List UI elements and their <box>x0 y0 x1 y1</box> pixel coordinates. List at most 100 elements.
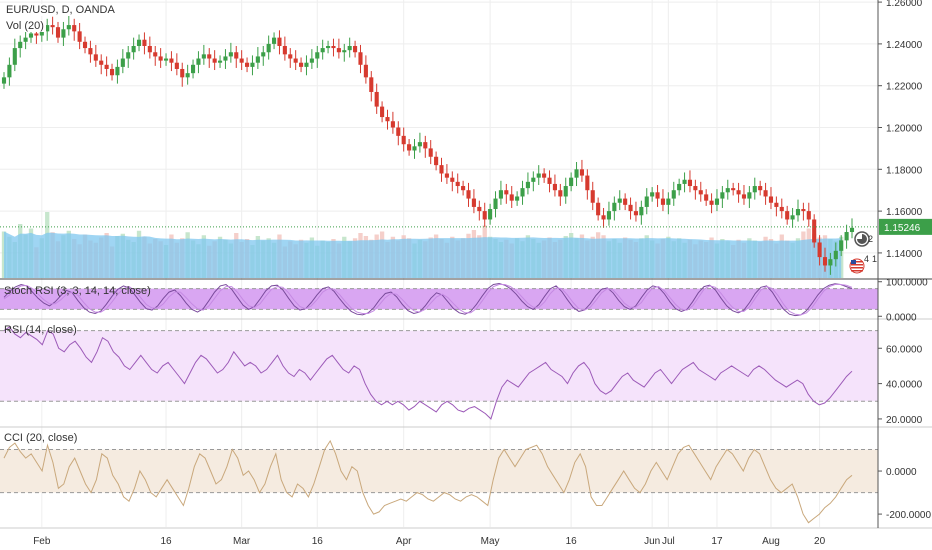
candle-body <box>482 211 487 220</box>
indicator-tick-label: 0.0000 <box>886 312 917 323</box>
indicator-tick-label: 0.0000 <box>886 467 917 478</box>
time-tick-label: 16 <box>312 536 324 547</box>
indicator-tick-label: 60.0000 <box>886 344 923 355</box>
cci-legend[interactable]: CCI (20, close) <box>4 432 77 444</box>
event-badge: 2 <box>868 234 873 244</box>
price-tick-label: 1.26000 <box>886 0 923 9</box>
candle-body <box>23 37 28 42</box>
symbol-legend[interactable]: EUR/USD, D, OANDA <box>4 4 117 16</box>
time-tick-label: Apr <box>396 536 412 547</box>
candle-body <box>655 192 660 199</box>
candle-body <box>12 48 17 65</box>
price-pane[interactable]: 2 4 1 <box>0 0 878 527</box>
candle-body <box>569 177 574 187</box>
candle-body <box>28 33 34 38</box>
candle-body <box>817 242 822 258</box>
time-tick-label: 20 <box>814 536 826 547</box>
candle-body <box>180 68 185 78</box>
candle-body <box>417 142 422 147</box>
candle-body <box>223 56 228 61</box>
candle-body <box>763 190 768 197</box>
indicator-band <box>0 288 878 310</box>
indicator-tick-label: 100.0000 <box>886 278 928 289</box>
candle-body <box>374 91 379 107</box>
candle-body <box>174 62 179 69</box>
candle-body <box>34 33 39 36</box>
candle-body <box>596 202 601 216</box>
candle-body <box>390 121 395 128</box>
candle-body <box>542 173 547 178</box>
candle-body <box>450 177 455 182</box>
price-tick-label: 1.14000 <box>886 249 923 260</box>
us-flag-icon <box>849 258 865 274</box>
candle-body <box>207 54 212 59</box>
indicator-line <box>3 326 853 420</box>
time-tick-label: 17 <box>711 536 723 547</box>
candle-body <box>61 29 66 38</box>
volume-title: Vol (20) <box>6 20 44 32</box>
price-tick-label: 1.18000 <box>886 165 923 176</box>
stoch-rsi-pane[interactable] <box>0 282 878 317</box>
time-axis[interactable]: Feb 16 Mar 16 Apr May 16 Jun Jul 17 Aug 20 <box>33 536 825 547</box>
candle-body <box>245 62 250 67</box>
candle-body <box>185 73 190 78</box>
candle-body <box>520 188 525 197</box>
candle-body <box>525 181 530 189</box>
indicator-line <box>3 439 853 524</box>
rsi-legend[interactable]: RSI (14, close) <box>4 324 77 336</box>
candle-body <box>315 52 320 59</box>
candle-body <box>666 198 671 205</box>
candle-body <box>88 48 93 55</box>
candle-body <box>309 58 314 63</box>
indicator-band <box>0 449 878 493</box>
candle-body <box>563 186 568 197</box>
candle-body <box>693 186 698 191</box>
candle-body <box>239 58 244 63</box>
candle-body <box>471 198 476 207</box>
candle-body <box>288 54 293 59</box>
candle-body <box>493 198 498 210</box>
stoch-title: Stoch RSI (3, 3, 14, 14, close) <box>4 285 151 297</box>
candle-body <box>126 52 131 59</box>
candle-body <box>234 52 239 59</box>
rsi-pane[interactable] <box>0 326 878 420</box>
candle-body <box>579 169 584 176</box>
candle-body <box>795 209 801 216</box>
symbol-title: EUR/USD, D, OANDA <box>6 4 115 16</box>
candle-body <box>849 227 855 233</box>
candle-body <box>401 135 406 145</box>
candle-body <box>201 54 206 59</box>
candle-body <box>380 106 385 118</box>
stoch-legend[interactable]: Stoch RSI (3, 3, 14, 14, close) <box>4 285 151 297</box>
price-axis[interactable]: 1.26000 1.24000 1.22000 1.20000 1.18000 1.160… <box>0 0 932 529</box>
candle-body <box>466 190 471 199</box>
candle-body <box>439 165 444 174</box>
candle-body <box>828 259 833 266</box>
candle-body <box>585 175 590 191</box>
candle-body <box>385 117 390 122</box>
cci-pane[interactable] <box>0 439 878 524</box>
candle-body <box>255 56 260 63</box>
candle-body <box>504 190 509 195</box>
candle-body <box>434 156 439 166</box>
candle-body <box>687 179 693 187</box>
candle-body <box>153 52 158 57</box>
candle-body <box>45 25 50 32</box>
candle-body <box>633 211 639 216</box>
candle-body <box>272 37 277 44</box>
candle-body <box>822 257 828 266</box>
candle-body <box>612 202 617 212</box>
candle-body <box>790 215 795 220</box>
candle-body <box>250 62 255 67</box>
indicator-band <box>0 330 878 402</box>
volume-legend[interactable]: Vol (20) <box>4 20 46 32</box>
candle-body <box>812 219 817 243</box>
candle-body <box>628 204 633 212</box>
candle-body <box>66 25 71 30</box>
candle-body <box>99 60 104 65</box>
candle-body <box>299 62 304 67</box>
candle-body <box>77 31 82 42</box>
candle-body <box>752 186 757 193</box>
indicator-tick-label: -200.0000 <box>886 510 931 521</box>
